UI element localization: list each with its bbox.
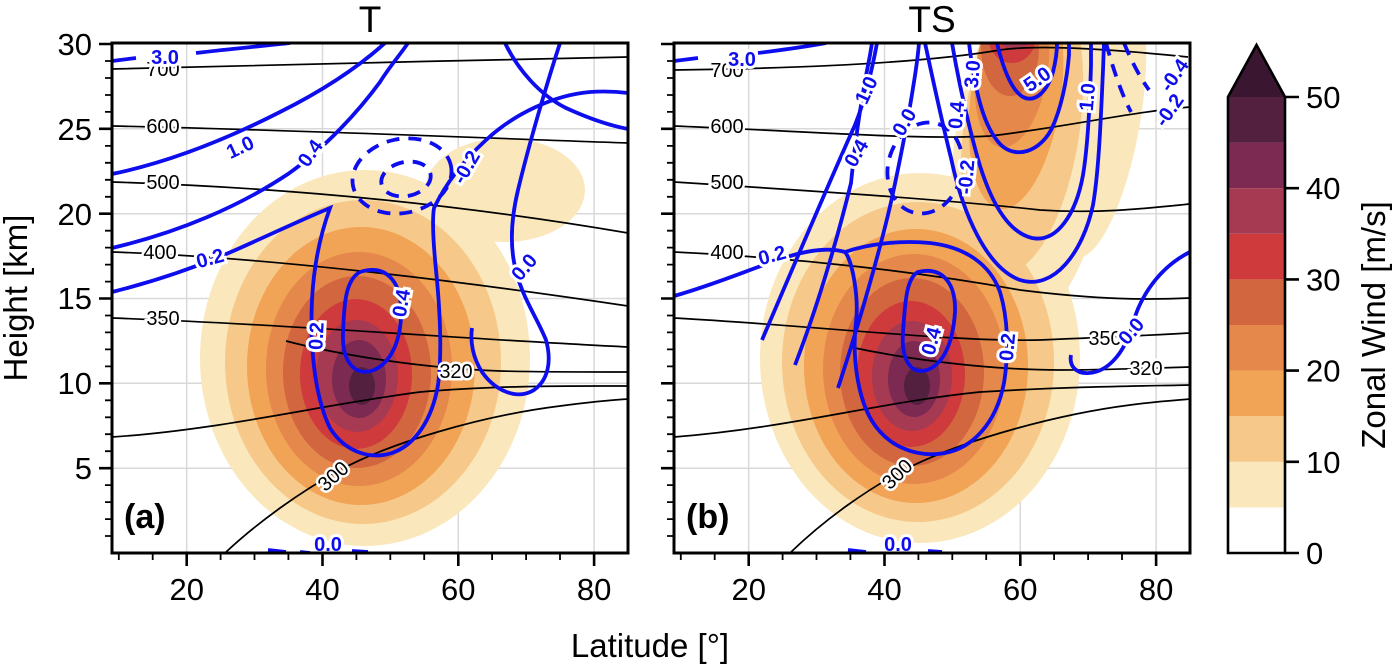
contour-label: 400	[710, 242, 743, 264]
colorbar-tick-label: 40	[1306, 171, 1340, 206]
contour-label: 400	[143, 242, 176, 264]
colorbar-ticks	[1285, 95, 1299, 555]
colorbar-segment	[1228, 97, 1285, 143]
panel-b-letter: (b)	[686, 498, 729, 536]
contour-label: 320	[1129, 358, 1162, 380]
contour-label: -0.2	[955, 159, 980, 195]
contour-label: 0.2	[305, 322, 328, 351]
x-tick-label: 20	[169, 572, 203, 607]
panel-b-ticks	[661, 42, 1158, 566]
contour-label: 0.4	[945, 99, 969, 129]
colorbar-tick-label: 0	[1306, 536, 1323, 571]
contour-label: -0.4	[1156, 54, 1194, 96]
panel-b: 700 600 500 400 350 320 300 3.0 1.0 0.4 …	[661, 0, 1197, 607]
x-tick-label: 20	[731, 572, 765, 607]
colorbar-segment	[1228, 142, 1285, 189]
contour-label: 500	[146, 172, 179, 194]
colorbar-tick-label: 30	[1306, 262, 1340, 297]
colorbar-segment	[1228, 325, 1285, 371]
contour-label: 1.0	[1076, 82, 1100, 112]
colorbar: 0 10 20 30 40 50 Zonal Wind [m/s]	[1226, 42, 1392, 571]
contour-label: 600	[710, 116, 743, 138]
y-tick-label: 5	[75, 451, 92, 486]
panel-a-ticks	[99, 42, 596, 566]
panel-a-blue-contours	[112, 43, 628, 553]
contour-label: 3.0	[728, 49, 756, 71]
colorbar-label: Zonal Wind [m/s]	[1355, 201, 1392, 449]
y-tick-label: 25	[58, 112, 92, 147]
x-tick-label: 80	[577, 572, 611, 607]
colorbar-segment	[1228, 416, 1285, 462]
contour-label: 0.0	[888, 105, 921, 140]
y-tick-label: 15	[58, 281, 92, 316]
colorbar-segments	[1228, 45, 1285, 553]
panel-a: 700 600 500 400 350 320 300 3.0 1.0 0.4 …	[58, 0, 630, 607]
contour-label: 1.0	[851, 73, 883, 108]
panel-a-letter: (a)	[124, 498, 166, 536]
fill-level-45	[349, 367, 375, 405]
colorbar-segment	[1228, 370, 1285, 417]
y-tick-label: 20	[58, 197, 92, 232]
colorbar-tick-labels: 0 10 20 30 40 50	[1306, 80, 1340, 571]
contour-label: 600	[146, 116, 179, 138]
colorbar-segment	[1228, 233, 1285, 280]
panel-b-xtick-labels: 20 40 60 80	[731, 572, 1173, 607]
fill-level-45	[904, 367, 930, 405]
panel-b-black-labels: 700 600 500 400 350 320 300	[708, 58, 1165, 497]
panel-b-black-contours	[674, 46, 1190, 553]
contour-label: 700	[710, 60, 743, 82]
x-tick-label: 60	[1003, 572, 1037, 607]
panel-a-ytick-labels: 5 10 15 20 25 30	[58, 27, 92, 486]
contour-label: 3.0	[961, 59, 985, 89]
x-tick-label: 80	[1139, 572, 1173, 607]
colorbar-segment	[1228, 279, 1285, 325]
panel-b-negative-contours	[885, 43, 1151, 216]
x-tick-label: 40	[867, 572, 901, 607]
contour-label: 0.4	[840, 135, 873, 171]
colorbar-tick-label: 10	[1306, 445, 1340, 480]
colorbar-outline	[1226, 42, 1287, 555]
y-tick-label: 10	[58, 366, 92, 401]
contour-label: 350	[1088, 328, 1121, 350]
x-axis-label: Latitude [°]	[571, 627, 729, 664]
contour-label: 0.2	[996, 332, 1020, 362]
colorbar-segment	[1228, 507, 1285, 553]
panel-a-negative-contours	[350, 136, 454, 216]
contour-label: 700	[146, 59, 179, 81]
contour-label: 320	[439, 361, 472, 383]
colorbar-segment	[1228, 461, 1285, 508]
contour-label: 500	[710, 172, 743, 194]
panel-a-xtick-labels: 20 40 60 80	[169, 572, 611, 607]
y-axis-label: Height [km]	[0, 215, 34, 382]
y-tick-label: 30	[58, 27, 92, 62]
x-tick-label: 40	[305, 572, 339, 607]
x-tick-label: 60	[441, 572, 475, 607]
colorbar-segment	[1228, 188, 1285, 234]
colorbar-extend-arrow	[1228, 45, 1285, 97]
panel-a-title: T	[359, 0, 382, 40]
contour-label: 350	[146, 308, 179, 330]
colorbar-tick-label: 20	[1306, 354, 1340, 389]
fill-strat-30	[988, 43, 1036, 63]
contour-label: 3.0	[151, 47, 179, 69]
fill-strat-35	[1001, 43, 1029, 50]
panel-b-title: TS	[908, 0, 955, 40]
panel-b-blue-contours	[674, 43, 1190, 553]
colorbar-tick-label: 50	[1306, 80, 1340, 115]
